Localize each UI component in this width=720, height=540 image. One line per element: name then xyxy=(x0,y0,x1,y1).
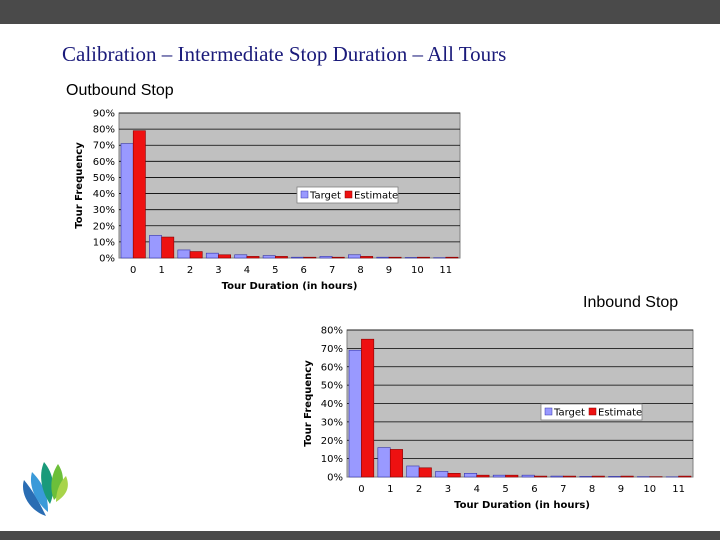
x-tick-label: 8 xyxy=(589,484,595,495)
x-tick-label: 7 xyxy=(329,265,335,276)
bar-target xyxy=(377,447,391,478)
bar-estimate xyxy=(303,256,317,259)
bar-estimate xyxy=(389,449,403,478)
x-tick-label: 2 xyxy=(416,484,422,495)
bar-estimate xyxy=(678,475,692,478)
x-tick-label: 3 xyxy=(445,484,451,495)
bar-estimate xyxy=(388,256,402,259)
bar-estimate xyxy=(418,467,432,478)
bar-target xyxy=(550,475,564,478)
legend-label-target: Target xyxy=(309,191,341,202)
x-axis-label: Tour Duration (in hours) xyxy=(454,500,590,511)
bar-target xyxy=(464,473,478,478)
legend: Target Estimate xyxy=(296,186,399,204)
company-logo-icon xyxy=(22,462,68,516)
footer-bar xyxy=(0,531,720,540)
y-tick-label: 20% xyxy=(321,436,343,447)
x-tick-label: 10 xyxy=(411,265,424,276)
x-tick-label: 9 xyxy=(618,484,624,495)
legend-label-estimate: Estimate xyxy=(354,191,398,202)
plot-area xyxy=(118,112,461,259)
y-tick-label: 70% xyxy=(321,344,343,355)
bar-estimate xyxy=(132,130,146,259)
x-tick-label: 9 xyxy=(386,265,392,276)
y-tick-label: 10% xyxy=(93,237,115,248)
bar-estimate xyxy=(274,256,288,259)
x-tick-label: 8 xyxy=(357,265,363,276)
x-axis-label: Tour Duration (in hours) xyxy=(222,281,358,292)
y-tick-label: 60% xyxy=(321,362,343,373)
y-tick-label: 80% xyxy=(93,125,115,136)
bar-target xyxy=(348,349,362,478)
bar-target xyxy=(579,476,593,478)
x-tick-label: 1 xyxy=(387,484,393,495)
bar-estimate xyxy=(620,475,634,478)
y-tick-label: 80% xyxy=(321,326,343,337)
x-tick-label: 4 xyxy=(474,484,480,495)
y-tick-label: 40% xyxy=(321,399,343,410)
bar-estimate xyxy=(361,338,375,478)
bar-estimate xyxy=(417,256,430,259)
y-tick-label: 50% xyxy=(321,381,343,392)
legend-swatch-target xyxy=(300,190,309,199)
header-bar xyxy=(0,0,720,24)
bar-target xyxy=(521,474,535,478)
x-tick-label: 0 xyxy=(130,265,136,276)
x-tick-label: 6 xyxy=(531,484,537,495)
bar-target xyxy=(608,476,622,478)
x-tick-label: 6 xyxy=(301,265,307,276)
legend: Target Estimate xyxy=(540,403,643,421)
bar-estimate xyxy=(246,256,260,259)
bar-estimate xyxy=(562,475,576,478)
y-tick-label: 40% xyxy=(93,189,115,200)
slide-title: Calibration – Intermediate Stop Duration… xyxy=(62,42,507,66)
x-tick-label: 11 xyxy=(672,484,685,495)
bar-target xyxy=(406,465,420,478)
y-tick-label: 0% xyxy=(327,473,343,484)
legend-label-estimate: Estimate xyxy=(598,408,642,419)
bar-estimate xyxy=(447,473,461,478)
y-tick-label: 20% xyxy=(93,221,115,232)
bar-estimate xyxy=(161,236,175,259)
x-tick-label: 11 xyxy=(439,265,452,276)
bar-estimate xyxy=(591,475,605,478)
legend-label-target: Target xyxy=(553,408,585,419)
bar-estimate xyxy=(360,256,374,259)
bar-estimate xyxy=(218,254,231,259)
y-tick-label: 50% xyxy=(93,173,115,184)
bar-estimate xyxy=(476,474,490,478)
x-tick-label: 4 xyxy=(244,265,250,276)
y-tick-label: 0% xyxy=(99,254,115,265)
y-tick-label: 70% xyxy=(93,141,115,152)
x-tick-label: 0 xyxy=(358,484,364,495)
outbound-stop-label: Outbound Stop xyxy=(66,82,174,99)
y-tick-label: 60% xyxy=(93,157,115,168)
y-tick-label: 10% xyxy=(321,454,343,465)
x-tick-label: 2 xyxy=(187,265,193,276)
y-tick-label: 30% xyxy=(93,205,115,216)
y-tick-label: 90% xyxy=(93,109,115,120)
x-tick-label: 1 xyxy=(158,265,164,276)
bar-target xyxy=(492,474,506,478)
x-tick-label: 10 xyxy=(643,484,656,495)
y-axis-label: Tour Frequency xyxy=(303,360,314,447)
bar-estimate xyxy=(505,474,519,478)
bar-estimate xyxy=(534,475,548,478)
legend-swatch-estimate xyxy=(344,190,353,199)
x-tick-label: 5 xyxy=(272,265,278,276)
legend-swatch-target xyxy=(544,407,553,416)
legend-swatch-estimate xyxy=(588,407,597,416)
y-tick-label: 30% xyxy=(321,417,343,428)
bar-estimate xyxy=(189,251,203,259)
x-tick-label: 7 xyxy=(560,484,566,495)
bar-estimate xyxy=(331,256,345,259)
inbound-stop-label: Inbound Stop xyxy=(583,294,679,311)
bar-estimate xyxy=(445,256,459,259)
x-tick-label: 3 xyxy=(215,265,221,276)
bar-target xyxy=(435,471,449,478)
y-axis-label: Tour Frequency xyxy=(74,142,85,229)
x-tick-label: 5 xyxy=(502,484,508,495)
